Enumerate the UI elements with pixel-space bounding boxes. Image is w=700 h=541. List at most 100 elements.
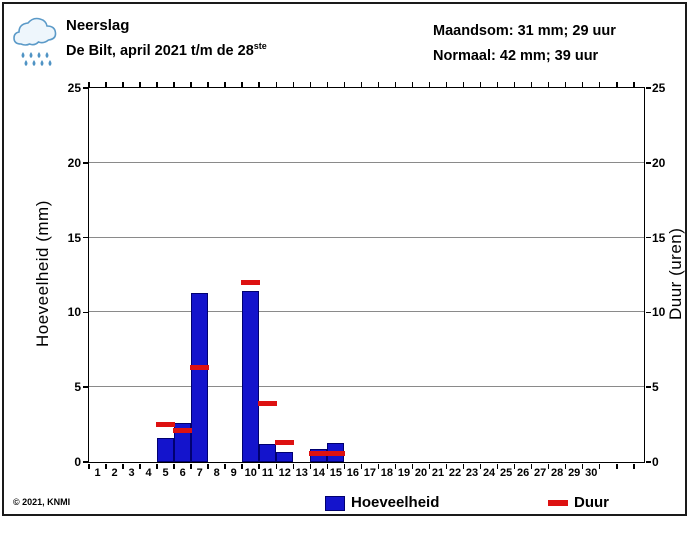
y-tick-label-left: 15 (67, 230, 81, 245)
x-axis-tick-bottom (564, 463, 567, 469)
duration-marker (156, 422, 176, 428)
amount-bar (276, 451, 294, 462)
x-tick-label: 6 (179, 467, 186, 479)
x-tick-label: 9 (230, 467, 237, 479)
x-axis-tick-bottom (581, 463, 584, 469)
x-tick-label: 28 (551, 467, 564, 479)
left-axis-title: Hoeveelheid (mm) (33, 200, 52, 348)
x-axis-tick-top (479, 81, 482, 87)
x-axis-tick-bottom (326, 463, 329, 469)
x-tick-label: 5 (162, 467, 169, 479)
y-axis-tick-right (645, 162, 651, 164)
x-tick-label: 8 (213, 467, 220, 479)
x-tick-label: 1 (94, 467, 101, 479)
x-axis-tick-top (105, 81, 107, 87)
y-tick-label-right: 10 (652, 305, 666, 320)
x-tick-label: 17 (363, 467, 377, 479)
x-axis-tick-bottom (513, 463, 516, 469)
x-tick-label: 24 (482, 467, 496, 479)
x-axis-tick-bottom (258, 463, 260, 469)
y-axis-tick-right (645, 311, 651, 314)
x-axis-tick-bottom (207, 463, 209, 469)
x-axis-tick-bottom (530, 463, 533, 469)
x-axis-tick-top (513, 81, 516, 87)
x-axis-tick-top (462, 81, 465, 87)
y-axis-tick-left (82, 236, 88, 239)
chart-title: Neerslag (66, 17, 130, 34)
x-axis-tick-bottom (496, 463, 499, 469)
x-axis-tick-top (377, 81, 380, 87)
chart-subtitle: De Bilt, april 2021 t/m de 28ste (66, 41, 267, 59)
x-axis-tick-top (343, 81, 346, 87)
x-axis-tick-top (394, 81, 397, 87)
amount-bar (259, 444, 277, 462)
x-tick-label: 26 (517, 467, 530, 479)
x-axis-tick-top (616, 81, 618, 87)
x-tick-label: 23 (465, 467, 479, 479)
x-axis-tick-bottom (428, 463, 431, 469)
amount-bar (191, 292, 209, 462)
duration-marker (190, 365, 210, 371)
x-axis-tick-top (241, 81, 243, 87)
x-axis-tick-bottom (462, 463, 465, 469)
subtitle-superscript: ste (253, 41, 267, 51)
y-axis-tick-right (645, 87, 651, 89)
y-tick-label-left: 5 (74, 380, 81, 395)
x-axis-tick-top (139, 81, 141, 87)
x-axis-tick-bottom (156, 463, 158, 469)
x-axis-tick-bottom (377, 463, 380, 469)
x-axis-tick-top (564, 81, 567, 87)
amount-bar (242, 291, 260, 462)
x-axis-tick-bottom (616, 463, 618, 469)
summary-stats: Maandsom: 31 mm; 29 uur Normaal: 42 mm; … (433, 19, 616, 69)
legend-duration-label: Duur (574, 494, 609, 511)
x-axis-tick-top (122, 81, 124, 87)
x-tick-label: 3 (128, 467, 135, 479)
plot-area: 1 2 3 4 5 6 7 8 9 10 11 12 13 14 15 16 17 18 19 20 21 22 23 24 2… (68, 81, 666, 479)
gridline (89, 236, 644, 238)
x-axis-tick-bottom (445, 463, 448, 469)
x-tick-label: 16 (346, 467, 359, 479)
x-tick-label: 12 (278, 467, 291, 479)
gridline (89, 386, 644, 388)
x-tick-label: 14 (312, 467, 325, 479)
duration-marker (326, 450, 346, 456)
right-axis-title: Duur (uren) (666, 227, 685, 321)
x-tick-label: 30 (585, 467, 598, 479)
y-axis-tick-left (82, 461, 88, 463)
x-axis-tick-top (547, 81, 550, 87)
x-tick-label: 20 (414, 467, 428, 479)
x-tick-label: 4 (145, 467, 152, 479)
x-axis-tick-bottom (411, 463, 414, 469)
x-axis-tick-top (190, 81, 192, 87)
x-axis-tick-top (633, 81, 635, 87)
x-axis-tick-top (275, 81, 278, 87)
y-axis-tick-right (645, 236, 651, 239)
x-axis-tick-top (496, 81, 499, 87)
cloud-shape (13, 17, 57, 46)
x-axis-tick-bottom (224, 463, 226, 469)
x-axis-tick-top (173, 81, 175, 87)
y-axis-tick-left (82, 386, 88, 388)
x-axis-tick-bottom (173, 463, 175, 469)
y-tick-label-right: 5 (652, 380, 659, 395)
x-axis-tick-top (207, 81, 209, 87)
x-axis-tick-bottom (122, 463, 124, 469)
y-tick-label-left: 0 (74, 455, 81, 469)
y-tick-label-left: 25 (67, 81, 81, 95)
x-tick-label: 10 (244, 467, 257, 479)
amount-bar (157, 438, 175, 462)
x-tick-label: 21 (431, 467, 445, 479)
x-axis-tick-top (156, 81, 158, 87)
x-tick-label: 25 (499, 467, 513, 479)
legend-amount-swatch (325, 496, 345, 511)
x-axis-tick-bottom (275, 463, 278, 469)
x-axis-tick-bottom (633, 463, 635, 469)
x-axis-tick-bottom (598, 463, 601, 469)
x-tick-label: 15 (329, 467, 342, 479)
y-tick-label-right: 0 (652, 455, 659, 469)
gridline (89, 161, 644, 163)
x-axis-tick-bottom (309, 463, 312, 469)
x-tick-label: 18 (380, 467, 394, 479)
x-tick-label: 7 (196, 467, 203, 479)
